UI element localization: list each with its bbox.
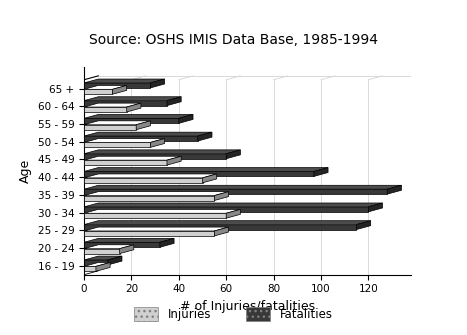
Bar xyxy=(84,213,226,218)
Polygon shape xyxy=(214,192,228,201)
Bar xyxy=(84,231,214,236)
Polygon shape xyxy=(84,139,164,142)
Polygon shape xyxy=(314,168,328,177)
Polygon shape xyxy=(167,156,181,165)
Polygon shape xyxy=(84,227,228,231)
Polygon shape xyxy=(84,132,212,136)
Polygon shape xyxy=(179,115,193,123)
Bar xyxy=(84,107,127,112)
Polygon shape xyxy=(368,203,382,212)
Polygon shape xyxy=(226,209,241,218)
Polygon shape xyxy=(84,121,150,125)
Polygon shape xyxy=(84,115,193,118)
Bar xyxy=(84,178,203,183)
Polygon shape xyxy=(127,103,141,112)
Polygon shape xyxy=(84,263,110,266)
Polygon shape xyxy=(226,150,241,159)
Bar xyxy=(84,125,136,130)
Bar xyxy=(84,249,120,254)
Legend: Injuries, Fatalities: Injuries, Fatalities xyxy=(130,302,337,326)
Polygon shape xyxy=(120,245,134,254)
Polygon shape xyxy=(198,132,212,141)
Polygon shape xyxy=(96,263,110,271)
Polygon shape xyxy=(113,85,127,94)
Polygon shape xyxy=(84,209,241,213)
Polygon shape xyxy=(84,185,402,189)
Polygon shape xyxy=(108,256,122,265)
Bar xyxy=(84,196,214,201)
X-axis label: # of Injuries/fatalities: # of Injuries/fatalities xyxy=(180,300,315,313)
Polygon shape xyxy=(214,227,228,236)
Polygon shape xyxy=(84,174,217,178)
Polygon shape xyxy=(387,185,402,194)
Polygon shape xyxy=(84,221,371,224)
Bar xyxy=(84,89,113,94)
Bar xyxy=(84,118,179,123)
Bar xyxy=(84,189,387,194)
Bar xyxy=(84,154,226,159)
Polygon shape xyxy=(84,239,174,242)
Bar xyxy=(84,172,314,177)
Polygon shape xyxy=(84,156,181,160)
Bar xyxy=(84,100,167,106)
Polygon shape xyxy=(84,256,122,260)
Polygon shape xyxy=(167,97,181,106)
Polygon shape xyxy=(84,203,382,207)
Polygon shape xyxy=(136,121,150,130)
Polygon shape xyxy=(84,97,181,100)
Polygon shape xyxy=(84,192,228,196)
Polygon shape xyxy=(203,174,217,183)
Polygon shape xyxy=(84,85,127,89)
Text: Source: OSHS IMIS Data Base, 1985-1994: Source: OSHS IMIS Data Base, 1985-1994 xyxy=(89,34,378,48)
Bar xyxy=(84,160,167,165)
Polygon shape xyxy=(150,79,164,88)
Polygon shape xyxy=(150,139,164,147)
Polygon shape xyxy=(160,239,174,247)
Bar xyxy=(84,207,368,212)
Polygon shape xyxy=(84,168,328,172)
Polygon shape xyxy=(84,150,241,154)
Bar xyxy=(84,266,96,271)
Polygon shape xyxy=(84,103,141,107)
Polygon shape xyxy=(84,245,134,249)
Bar xyxy=(84,136,198,141)
Polygon shape xyxy=(356,221,371,229)
Bar xyxy=(84,142,150,147)
Y-axis label: Age: Age xyxy=(19,159,32,183)
Bar xyxy=(84,224,356,229)
Polygon shape xyxy=(84,79,164,83)
Bar xyxy=(84,260,108,265)
Bar xyxy=(84,83,150,88)
Bar xyxy=(84,242,160,247)
